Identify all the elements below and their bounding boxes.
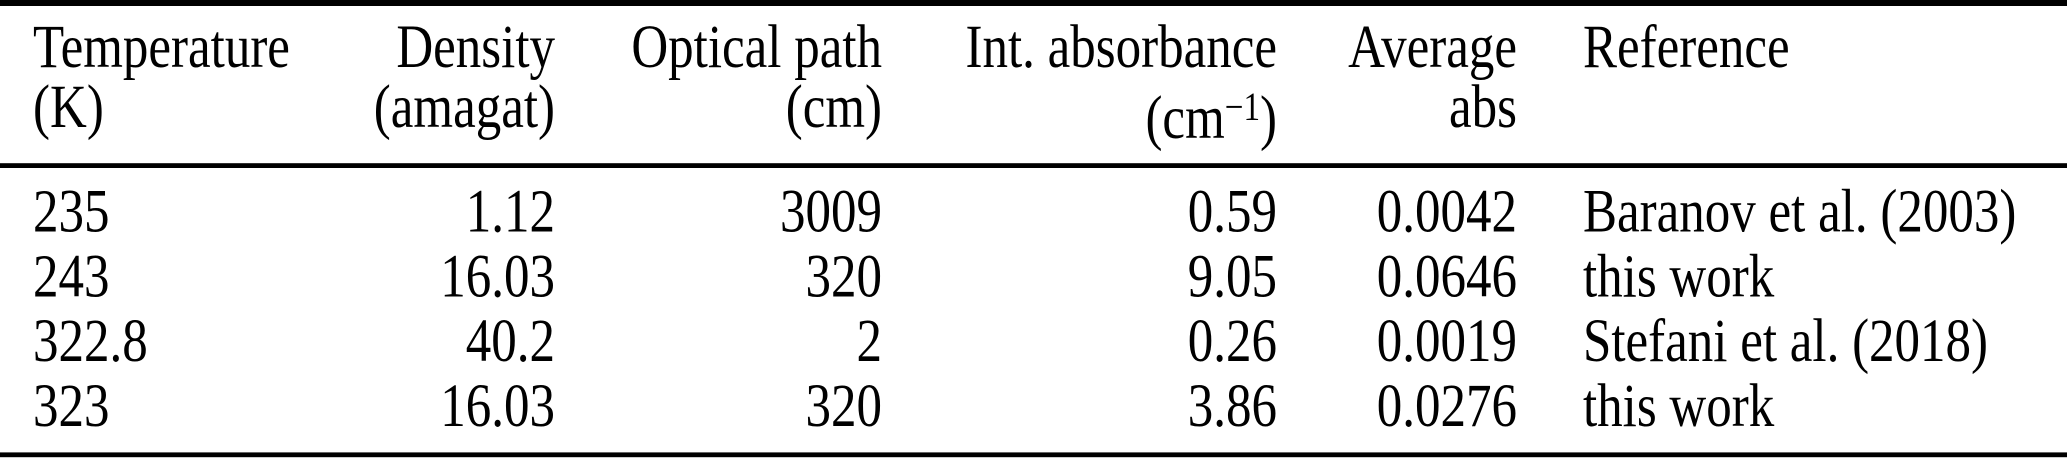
header-optical-path: Optical path (cm) — [555, 14, 882, 163]
cell-optical-path: 2 — [856, 308, 883, 376]
header-density: Density (amagat) — [310, 14, 555, 163]
cell-density: 16.03 — [440, 373, 555, 441]
unit-open: (cm — [1145, 85, 1225, 153]
cell-average-abs: 0.0042 — [1376, 178, 1517, 247]
header-unit: (amagat) — [373, 74, 555, 142]
header-unit: (K) — [33, 74, 104, 142]
header-unit: abs — [1449, 74, 1517, 142]
cell-average-abs: 0.0276 — [1376, 373, 1517, 441]
header-reference: Reference — [1517, 14, 2067, 163]
header-label: Average — [1348, 14, 1517, 82]
cell-int-absorbance: 3.86 — [1187, 373, 1277, 441]
cell-temperature: 235 — [33, 178, 110, 247]
table-body: 235 1.12 3009 0.59 0.0042 Baranov et al.… — [0, 168, 2067, 439]
cell-reference: this work — [1583, 373, 1775, 441]
cell-optical-path: 320 — [805, 243, 883, 311]
table-bottom-rule — [0, 452, 2067, 458]
cell-average-abs: 0.0646 — [1376, 243, 1517, 311]
unit-close: ) — [1260, 85, 1277, 153]
cell-density: 1.12 — [465, 178, 555, 247]
table-top-rule — [0, 0, 2067, 6]
table-row: 323 16.03 320 3.86 0.0276 this work — [0, 374, 2067, 439]
cell-reference: Stefani et al. (2018) — [1583, 308, 1989, 376]
header-label: Reference — [1583, 14, 1790, 82]
table-row: 322.8 40.2 2 0.26 0.0019 Stefani et al. … — [0, 310, 2067, 375]
cell-temperature: 322.8 — [33, 308, 148, 376]
header-temperature: Temperature (K) — [0, 14, 310, 163]
cell-int-absorbance: 9.05 — [1187, 243, 1277, 311]
header-unit: (cm) — [785, 74, 882, 142]
header-int-absorbance: Int. absorbance (cm−1) — [882, 14, 1277, 163]
header-label: Optical path — [631, 14, 882, 82]
table-mid-rule — [0, 163, 2067, 168]
superscript-exponent: −1 — [1224, 85, 1261, 130]
cell-density: 40.2 — [465, 308, 555, 376]
cell-int-absorbance: 0.26 — [1187, 308, 1277, 376]
cell-optical-path: 320 — [805, 373, 883, 441]
header-label: Temperature — [33, 14, 290, 82]
header-label: Int. absorbance — [965, 14, 1277, 82]
header-unit — [1583, 78, 2067, 138]
cell-average-abs: 0.0019 — [1376, 308, 1517, 376]
cell-int-absorbance: 0.59 — [1187, 178, 1277, 247]
cell-density: 16.03 — [440, 243, 555, 311]
cell-reference: this work — [1583, 243, 1775, 311]
cell-reference: Baranov et al. (2003) — [1583, 178, 2017, 247]
cell-optical-path: 3009 — [780, 178, 882, 247]
table-row: 243 16.03 320 9.05 0.0646 this work — [0, 245, 2067, 310]
header-average-abs: Average abs — [1277, 14, 1517, 163]
header-unit: (cm−1) — [882, 78, 1277, 149]
cell-temperature: 323 — [33, 373, 110, 441]
cell-temperature: 243 — [33, 243, 110, 311]
header-label: Density — [396, 14, 555, 82]
table-header-row: Temperature (K) Density (amagat) Optical… — [0, 6, 2067, 163]
table-row: 235 1.12 3009 0.59 0.0042 Baranov et al.… — [0, 180, 2067, 245]
